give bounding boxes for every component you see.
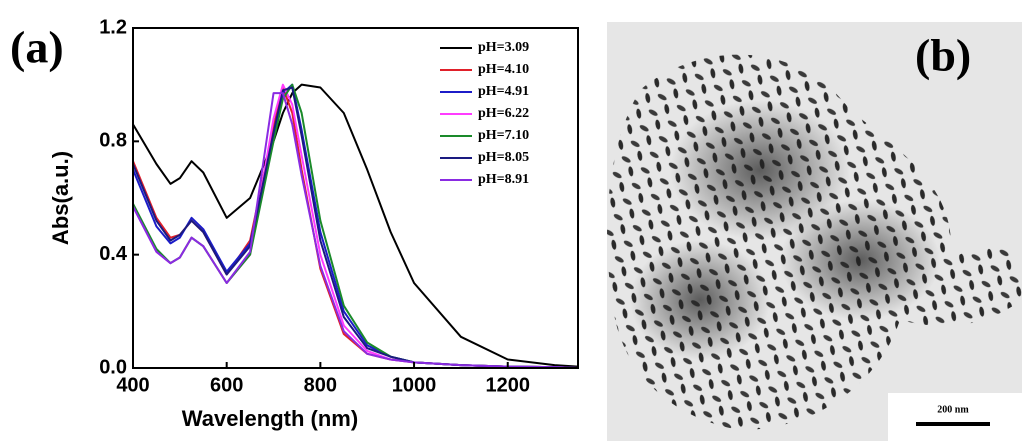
plot-area [132,83,579,369]
legend-label: pH=3.09 [478,40,529,55]
panel-label: (b) [915,30,971,81]
legend-label: pH=8.91 [478,172,529,187]
data-line [132,83,579,368]
x-tick-label: 1000 [392,374,437,396]
y-tick-label: 0.8 [99,130,127,152]
legend-label: pH=4.91 [478,84,529,99]
x-tick-label: 400 [116,374,149,396]
x-tick-label: 600 [210,374,243,396]
y-tick-label: 1.2 [99,16,127,38]
tem-image: 200 nm (b) [607,22,1022,441]
legend-label: pH=7.10 [478,128,529,143]
x-axis-title: Wavelength (nm) [182,406,358,431]
y-axis-title: Abs(a.u.) [48,151,73,245]
data-line [132,92,579,369]
y-tick-label: 0.4 [99,243,128,265]
x-tick-label: 1200 [485,374,530,396]
legend-label: pH=4.10 [478,62,529,77]
scale-bar-label: 200 nm [937,404,969,415]
y-tick-label: 0.0 [99,356,127,378]
panel-label: (a) [10,22,64,73]
x-tick-label: 800 [304,374,337,396]
legend-label: pH=6.22 [478,106,529,121]
legend-label: pH=8.05 [478,150,529,165]
axes-frame [132,27,579,369]
